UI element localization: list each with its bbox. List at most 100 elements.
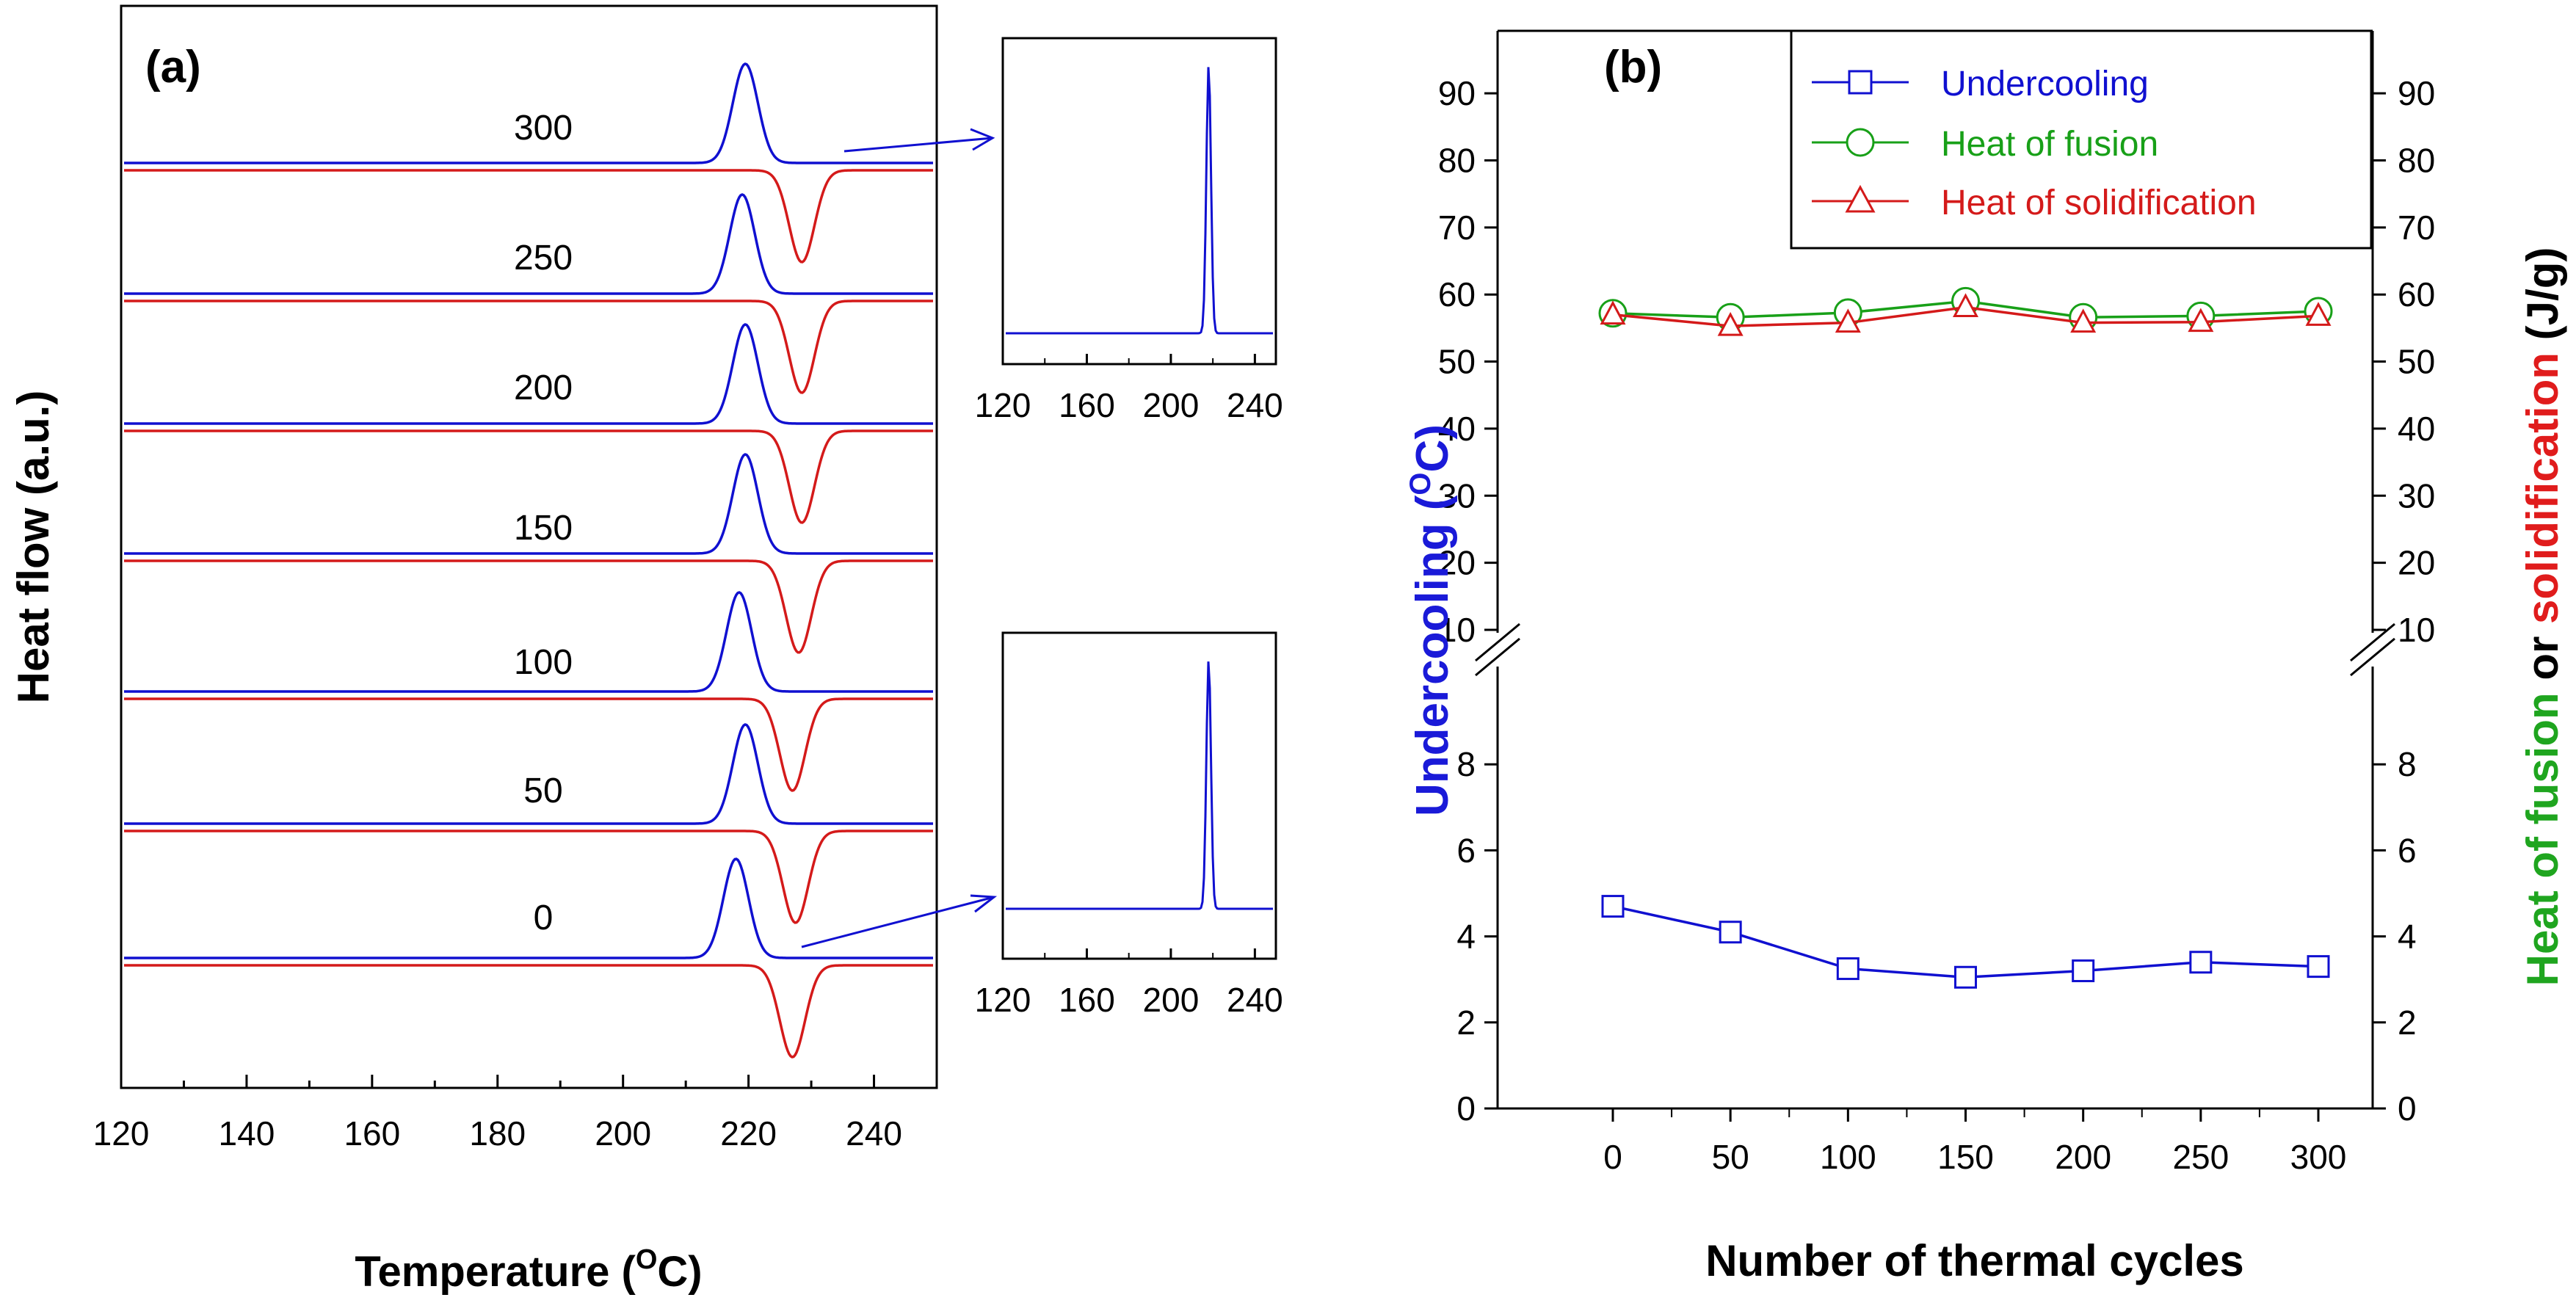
panel-a-frame — [120, 4, 938, 1089]
x-tick-label: 300 — [2290, 1138, 2347, 1176]
inset-bottom: 120 160 200 240 — [975, 631, 1283, 1019]
data-point-triangle — [2188, 308, 2214, 333]
y-tick-label-left: 20 — [1438, 544, 1476, 582]
x-tick-label: 120 — [93, 1114, 150, 1153]
heating-curve — [124, 323, 933, 425]
y-tick-label-right: 40 — [2398, 410, 2435, 448]
legend-marker-triangle — [1845, 184, 1876, 213]
inset-bottom-arrowhead — [970, 894, 998, 913]
data-point-square — [2307, 955, 2330, 979]
data-point-square — [2072, 959, 2095, 982]
cycle-label: 300 — [514, 109, 573, 148]
panel-a-curves — [124, 62, 933, 1059]
legend-box — [1790, 29, 2373, 250]
heating-curve — [124, 857, 933, 959]
legend: Undercooling Heat of fusion Heat of soli… — [1790, 29, 2373, 250]
data-point-triangle — [2305, 302, 2332, 326]
data-point-square — [1719, 921, 1742, 944]
x-tick-label: 50 — [1712, 1138, 1749, 1176]
cooling-curve — [124, 964, 933, 1059]
inset-x-tick-label: 160 — [1059, 386, 1115, 424]
inset-bottom-frame — [1001, 631, 1277, 960]
panel-b-x-axis-title: Number of thermal cycles — [1705, 1236, 2244, 1285]
y-tick-label-left: 40 — [1438, 410, 1476, 448]
y-tick-label-right: 30 — [2398, 476, 2435, 515]
cooling-curve — [124, 830, 933, 924]
y-tick-label-right: 2 — [2398, 1003, 2417, 1042]
x-tick-label: 140 — [219, 1114, 275, 1153]
x-tick-label: 100 — [1820, 1138, 1876, 1176]
y-tick-label-right: 60 — [2398, 275, 2435, 313]
axis-break-left-1 — [1475, 622, 1520, 662]
cycle-label: 200 — [514, 369, 573, 407]
x-tick-label: 0 — [1603, 1138, 1622, 1176]
panel-b: 0 0 2 2 4 4 6 6 8 8 10 10 20 20 30 30 40 40 50 50 60 60 70 70 80… — [1404, 29, 2567, 1285]
data-point-square — [1601, 895, 1625, 918]
x-tick-label: 250 — [2172, 1138, 2229, 1176]
y-tick-label-right: 80 — [2398, 141, 2435, 179]
data-point-square — [2189, 951, 2213, 974]
y-tick-label-left: 10 — [1438, 611, 1476, 649]
y-tick-label-left: 8 — [1456, 745, 1476, 783]
y-tick-label-right: 50 — [2398, 343, 2435, 381]
axis-break-left-2 — [1475, 637, 1520, 677]
legend-label-undercooling: Undercooling — [1941, 65, 2149, 104]
inset-bottom-arrow — [801, 896, 995, 948]
heating-curve — [124, 723, 933, 825]
panel-a: (a) 120 140 160 180 200 220 240 300 250 200 150 10… — [9, 4, 1283, 1296]
heating-curve — [124, 193, 933, 295]
inset-x-tick-label: 200 — [1143, 386, 1200, 424]
cycle-label: 150 — [514, 509, 573, 548]
panel-b-right-y-axis-title: Heat of fusion or solidification (J/g) — [2518, 247, 2567, 987]
y-tick-label-right: 4 — [2398, 918, 2417, 956]
x-tick-label: 180 — [469, 1114, 526, 1153]
inset-top-arrowhead — [970, 128, 995, 151]
axis-break-right-2 — [2350, 637, 2395, 677]
data-point-triangle — [1952, 293, 1979, 318]
y-tick-label-right: 90 — [2398, 74, 2435, 112]
x-tick-label: 160 — [344, 1114, 400, 1153]
inset-x-tick-label: 240 — [1227, 386, 1283, 424]
panel-b-series — [1598, 286, 2333, 989]
heating-curve — [124, 62, 933, 164]
panel-a-y-axis-title: Heat flow (a.u.) — [9, 391, 58, 704]
inset-x-tick-label: 160 — [1059, 981, 1115, 1019]
data-point-triangle — [1835, 308, 1861, 333]
data-point-triangle — [2070, 308, 2097, 333]
y-tick-label-right: 70 — [2398, 208, 2435, 247]
legend-marker-square — [1848, 70, 1873, 95]
panel-a-x-axis-title: Temperature (OC) — [355, 1244, 702, 1296]
inset-x-tick-label: 120 — [975, 386, 1031, 424]
y-tick-label-left: 4 — [1456, 918, 1476, 956]
x-tick-label: 200 — [2055, 1138, 2111, 1176]
legend-label-fusion: Heat of fusion — [1941, 125, 2158, 164]
y-tick-label-left: 60 — [1438, 275, 1476, 313]
inset-x-tick-label: 120 — [975, 981, 1031, 1019]
cycle-label: 100 — [514, 643, 573, 682]
inset-top-arrow — [843, 137, 993, 153]
panel-b-left-y-axis-title: Undercooling (OC) — [1404, 424, 1458, 816]
cycle-label: 250 — [514, 239, 573, 277]
data-point-square — [1836, 957, 1860, 981]
y-tick-label-left: 0 — [1456, 1089, 1476, 1128]
cycle-label: 50 — [523, 772, 562, 810]
cooling-curve — [124, 559, 933, 654]
axis-break-right-1 — [2350, 622, 2395, 662]
data-point-square — [1954, 965, 1977, 989]
data-point-triangle — [1717, 311, 1744, 336]
y-tick-label-left: 30 — [1438, 476, 1476, 515]
x-tick-label: 200 — [595, 1114, 651, 1153]
panel-a-x-axis: 120 140 160 180 200 220 240 — [93, 1075, 902, 1153]
legend-marker-circle — [1846, 128, 1875, 157]
cooling-curve — [124, 169, 933, 264]
y-tick-label-right: 20 — [2398, 544, 2435, 582]
cycle-label: 0 — [534, 899, 554, 937]
heating-curve — [124, 453, 933, 555]
panel-a-label: (a) — [145, 42, 201, 92]
y-tick-label-left: 70 — [1438, 208, 1476, 247]
inset-top-curve — [1006, 67, 1273, 335]
cooling-curve — [124, 429, 933, 524]
y-tick-label-left: 50 — [1438, 343, 1476, 381]
inset-x-tick-label: 200 — [1143, 981, 1200, 1019]
